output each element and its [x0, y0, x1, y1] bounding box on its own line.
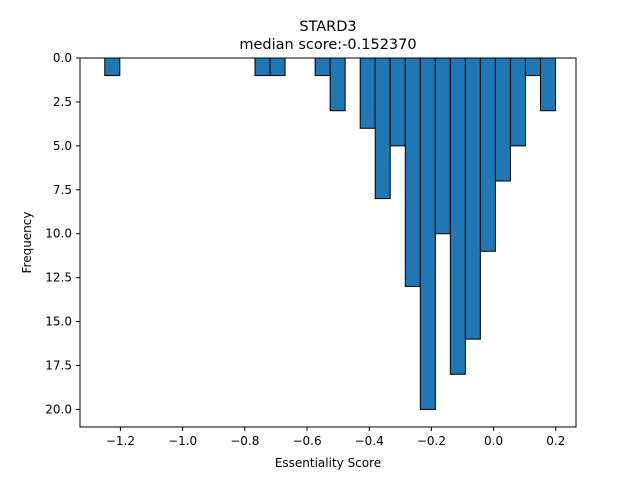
x-tick-label: −0.6: [292, 434, 321, 448]
y-axis: 0.0 2.5 5.0 7.5 10.0 12.5 15.0 17.5 20.0: [45, 51, 80, 416]
chart-subtitle: median score:-0.152370: [239, 37, 416, 53]
histogram-bar: [254, 57, 271, 77]
bars-group: [104, 57, 557, 410]
histogram-bar: [524, 57, 541, 77]
histogram-bar: [374, 57, 391, 200]
x-axis: −1.2 −1.0 −0.8 −0.6 −0.4 −0.2 0.0 0.2: [106, 427, 565, 448]
y-tick-label: 5.0: [53, 139, 72, 153]
y-tick-label: 7.5: [53, 183, 72, 197]
y-tick-label: 20.0: [45, 402, 72, 416]
y-axis-title: Frequency: [20, 212, 34, 274]
histogram-bar: [314, 57, 331, 77]
x-axis-title: Essentiality Score: [275, 456, 381, 470]
plot-frame: [79, 57, 577, 428]
histogram-bar: [329, 57, 346, 112]
y-tick-label: 15.0: [45, 315, 72, 329]
x-tick-label: 0.2: [546, 434, 565, 448]
histogram-bar: [359, 57, 376, 129]
x-tick-label: −0.4: [355, 434, 384, 448]
histogram-bar: [479, 57, 496, 252]
x-tick-label: −1.2: [106, 434, 135, 448]
histogram-bar: [539, 57, 557, 112]
histogram-bar: [494, 57, 511, 182]
x-tick-label: −1.0: [168, 434, 197, 448]
histogram-bar: [434, 57, 451, 235]
y-tick-label: 17.5: [45, 359, 72, 373]
histogram-bar: [104, 57, 121, 77]
chart-title: STARD3: [299, 19, 356, 35]
histogram-bar: [509, 57, 526, 147]
histogram-bar: [269, 57, 286, 77]
y-tick-label: 12.5: [45, 271, 72, 285]
y-tick-label: 2.5: [53, 95, 72, 109]
y-tick-label: 10.0: [45, 227, 72, 241]
x-tick-label: −0.8: [230, 434, 259, 448]
histogram-bar: [389, 57, 406, 147]
histogram-bar: [464, 57, 481, 340]
y-tick-label: 0.0: [53, 51, 72, 65]
x-tick-label: 0.0: [484, 434, 503, 448]
histogram-bar: [404, 57, 421, 287]
histogram-bar: [419, 57, 436, 410]
x-tick-label: −0.2: [417, 434, 446, 448]
histogram-bar: [449, 57, 466, 375]
